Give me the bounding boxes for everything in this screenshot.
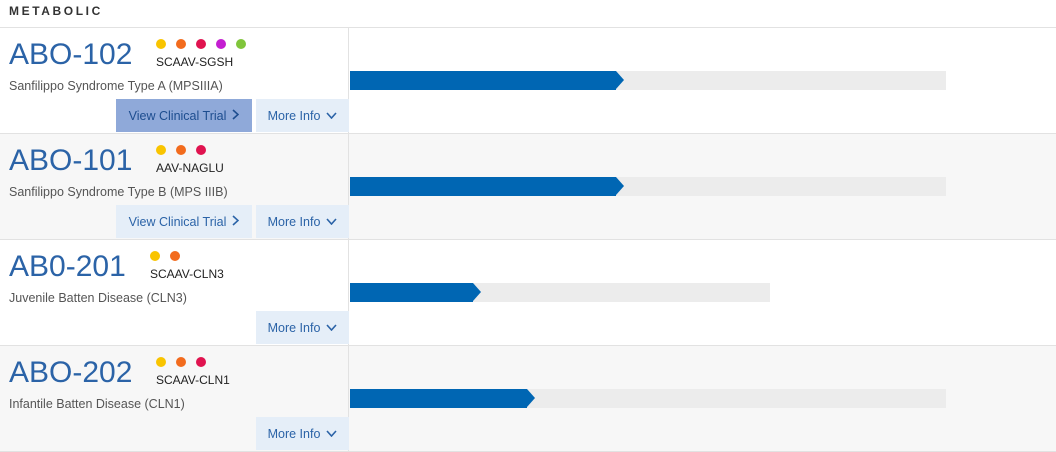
more-info-button[interactable]: More Info — [256, 417, 349, 450]
program-row: ABO-202 SCAAV-CLN1 Infantile Batten Dise… — [0, 346, 1056, 452]
indicator-dot — [156, 145, 166, 155]
view-clinical-trial-button[interactable]: View Clinical Trial — [116, 205, 252, 238]
progress-tip — [616, 177, 624, 195]
section-header: METABOLIC — [0, 0, 1056, 28]
vector-name: SCAAV-CLN1 — [156, 373, 230, 387]
program-code: ABO-202 — [9, 356, 133, 389]
disease-name: Juvenile Batten Disease (CLN3) — [9, 291, 187, 305]
chevron-right-icon — [232, 214, 240, 229]
more-info-label: More Info — [267, 108, 321, 123]
progress-track — [350, 283, 770, 302]
more-info-button[interactable]: More Info — [256, 99, 349, 132]
vector-name: SCAAV-CLN3 — [150, 267, 224, 281]
more-info-label: More Info — [267, 426, 321, 441]
chevron-down-icon — [326, 216, 338, 228]
progress-fill — [350, 71, 624, 90]
program-code: AB0-201 — [9, 250, 126, 283]
view-clinical-trial-label: View Clinical Trial — [128, 214, 227, 229]
program-code: ABO-102 — [9, 38, 133, 71]
progress-tip — [473, 283, 481, 301]
indicator-dot — [150, 251, 160, 261]
progress-tip — [527, 389, 535, 407]
indicator-dot — [176, 39, 186, 49]
chevron-down-icon — [326, 322, 338, 334]
view-clinical-trial-label: View Clinical Trial — [128, 108, 227, 123]
program-info: ABO-102 SCAAV-SGSH Sanfilippo Syndrome T… — [0, 28, 349, 133]
program-info: AB0-201 SCAAV-CLN3 Juvenile Batten Disea… — [0, 240, 349, 345]
section-title: METABOLIC — [9, 4, 103, 18]
progress-fill — [350, 389, 535, 408]
indicator-dot — [170, 251, 180, 261]
program-code: ABO-101 — [9, 144, 133, 177]
chevron-down-icon — [326, 428, 338, 440]
indicator-dot — [156, 39, 166, 49]
disease-name: Sanfilippo Syndrome Type B (MPS IIIB) — [9, 185, 228, 199]
more-info-label: More Info — [267, 320, 321, 335]
progress-fill — [350, 177, 624, 196]
view-clinical-trial-button[interactable]: View Clinical Trial — [116, 99, 252, 132]
program-row: ABO-101 AAV-NAGLU Sanfilippo Syndrome Ty… — [0, 134, 1056, 240]
indicator-dot — [196, 357, 206, 367]
indicator-dot — [196, 145, 206, 155]
program-info: ABO-202 SCAAV-CLN1 Infantile Batten Dise… — [0, 346, 349, 451]
indicator-dot — [216, 39, 226, 49]
indicator-dot — [176, 145, 186, 155]
disease-name: Infantile Batten Disease (CLN1) — [9, 397, 185, 411]
progress-track — [350, 71, 946, 90]
vector-name: SCAAV-SGSH — [156, 55, 234, 69]
vector-name: AAV-NAGLU — [156, 161, 224, 175]
progress-tip — [616, 71, 624, 89]
more-info-label: More Info — [267, 214, 321, 229]
progress-track — [350, 177, 946, 196]
chevron-right-icon — [232, 108, 240, 123]
progress-track — [350, 389, 946, 408]
indicator-dot — [156, 357, 166, 367]
program-row: ABO-102 SCAAV-SGSH Sanfilippo Syndrome T… — [0, 28, 1056, 134]
indicator-dot — [196, 39, 206, 49]
chevron-down-icon — [326, 110, 338, 122]
indicator-dot — [236, 39, 246, 49]
more-info-button[interactable]: More Info — [256, 205, 349, 238]
more-info-button[interactable]: More Info — [256, 311, 349, 344]
indicator-dot — [176, 357, 186, 367]
progress-fill — [350, 283, 481, 302]
program-row: AB0-201 SCAAV-CLN3 Juvenile Batten Disea… — [0, 240, 1056, 346]
program-info: ABO-101 AAV-NAGLU Sanfilippo Syndrome Ty… — [0, 134, 349, 239]
disease-name: Sanfilippo Syndrome Type A (MPSIIIA) — [9, 79, 223, 93]
